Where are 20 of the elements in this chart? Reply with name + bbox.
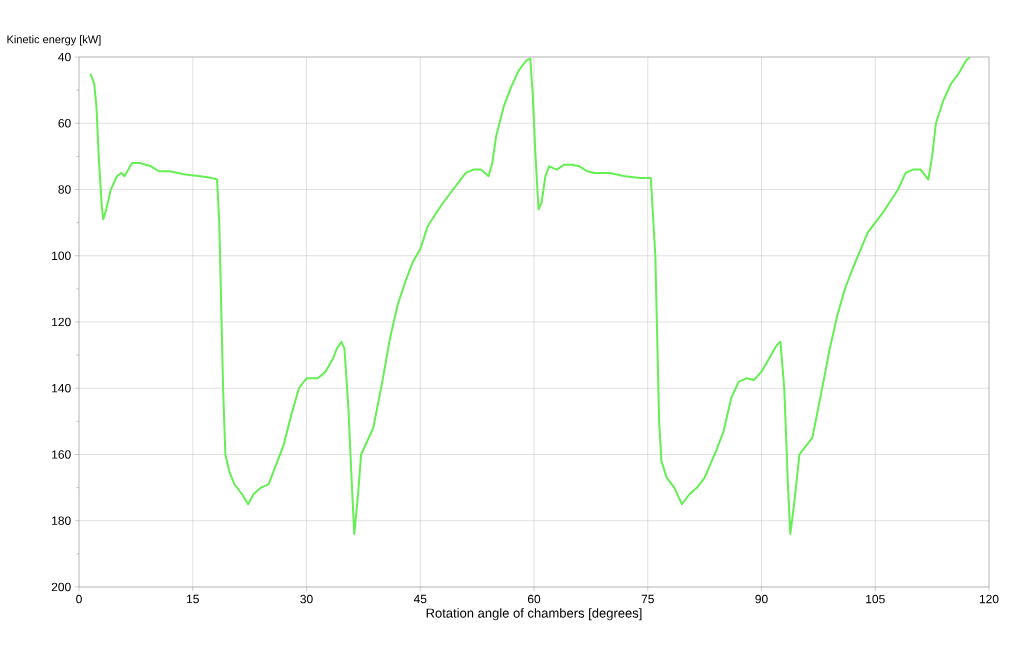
y-tick-label: 80 bbox=[58, 185, 71, 194]
y-tick-label: 100 bbox=[52, 251, 71, 260]
x-tick-label: 15 bbox=[186, 594, 199, 604]
y-tick-label: 180 bbox=[52, 516, 71, 525]
y-tick-label: 40 bbox=[58, 52, 71, 62]
x-tick-label: 60 bbox=[527, 594, 541, 604]
x-tick-label: 45 bbox=[413, 594, 427, 604]
x-tick-label: 0 bbox=[76, 594, 82, 604]
x-tick-label: 120 bbox=[979, 594, 999, 604]
x-tick-label: 105 bbox=[866, 594, 885, 604]
x-tick-label: 30 bbox=[300, 594, 313, 604]
y-tick-label: 60 bbox=[58, 119, 71, 128]
x-tick-label: 90 bbox=[755, 594, 768, 604]
y-tick-label: 140 bbox=[52, 384, 71, 393]
y-tick-label: 120 bbox=[52, 317, 71, 327]
y-axis-title: Kinetic energy [kW] bbox=[7, 35, 101, 46]
x-tick-label: 75 bbox=[641, 594, 654, 604]
x-axis-title: Rotation angle of chambers [degrees] bbox=[426, 608, 642, 621]
y-tick-label: 160 bbox=[52, 450, 71, 459]
y-tick-label: 200 bbox=[51, 582, 71, 592]
